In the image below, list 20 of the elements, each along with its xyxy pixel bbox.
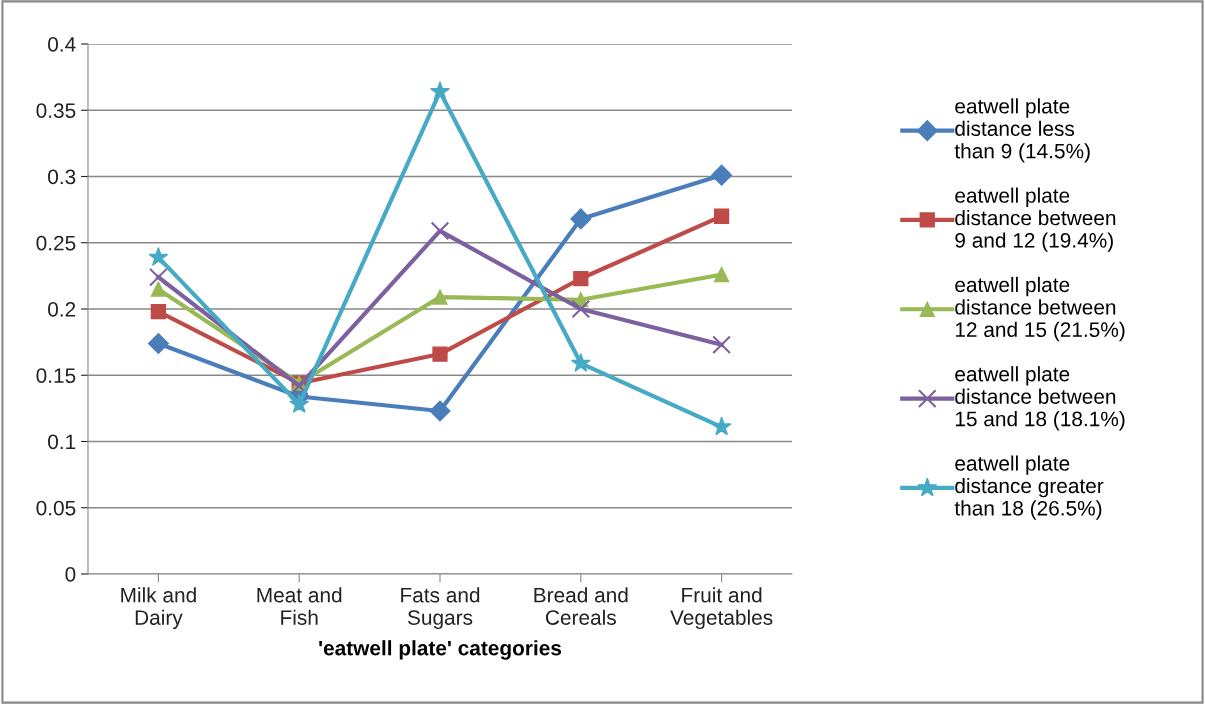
y-tick-label: 0.2 bbox=[48, 302, 76, 317]
y-tick-label: 0.35 bbox=[36, 103, 76, 118]
x-tick-label: Milk and Dairy bbox=[121, 587, 196, 630]
y-tick-label: 0.05 bbox=[36, 500, 76, 516]
legend-label: eatwell plate distance greater than 18 (26.5%) bbox=[954, 455, 1104, 520]
y-tick-label: 0 bbox=[65, 567, 76, 582]
x-tick-label: Meat and Fish bbox=[257, 587, 342, 625]
y-tick-label: 0.3 bbox=[48, 169, 76, 185]
y-tick-label: 0.15 bbox=[36, 368, 76, 383]
x-tick-label: Fruit and Vegetables bbox=[670, 587, 773, 630]
legend-label: eatwell plate distance less than 9 (14.5%) bbox=[954, 98, 1090, 163]
y-tick-label: 0.4 bbox=[48, 37, 76, 52]
legend-label: eatwell plate distance between 9 and 12 (19.4%) bbox=[955, 187, 1116, 252]
legend-label: eatwell plate distance between 12 and 15 (21.5%) bbox=[955, 276, 1125, 342]
x-tick-label: Fats and Sugars bbox=[401, 587, 480, 630]
x-axis-title: 'eatwell plate' categories bbox=[319, 640, 562, 660]
legend-label: eatwell plate distance between 15 and 18 (18.1%) bbox=[955, 366, 1125, 431]
y-tick-label: 0.25 bbox=[36, 235, 76, 251]
x-tick-label: Bread and Cereals bbox=[534, 587, 628, 625]
y-tick-label: 0.1 bbox=[48, 434, 76, 450]
